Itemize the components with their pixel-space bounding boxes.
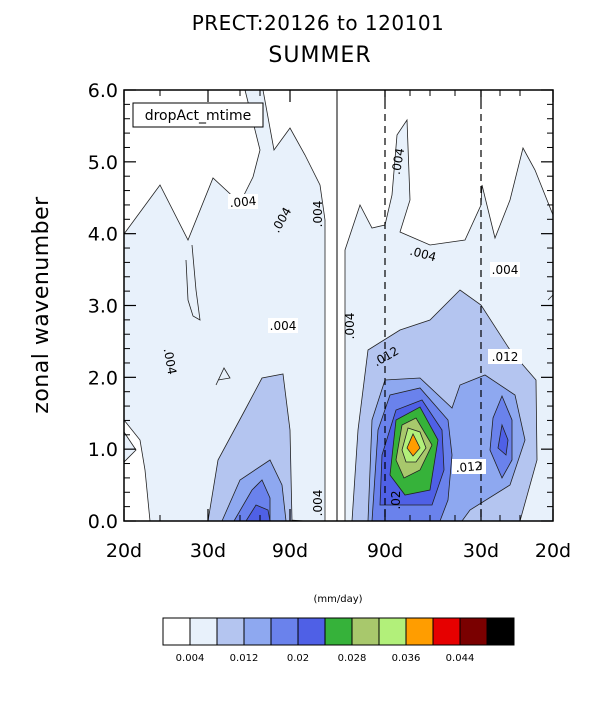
contour-fill-0036-right-b [497, 423, 509, 456]
y-tick-label: 2.0 [88, 367, 118, 389]
contour-label: .004 [229, 194, 257, 210]
x-axis: 20d 30d 90d 90d 30d 20d [106, 90, 571, 562]
colorbar-swatch [270, 617, 299, 646]
contour-label: .004 [343, 313, 357, 340]
x-tick-label: 20d [106, 540, 142, 562]
chart-title: PRECT:20126 to 120101 [192, 11, 445, 35]
contour-label: .004 [270, 319, 297, 333]
contour-label: .004 [311, 490, 325, 517]
colorbar-swatch [432, 617, 461, 646]
contour-line-extra-2 [185, 244, 201, 321]
colorbar-tick-label: 0.004 [176, 653, 205, 664]
colorbar-tick-label: 0.036 [392, 653, 421, 664]
colorbar-swatch [162, 617, 191, 646]
colorbar-swatch [324, 617, 353, 646]
contour-line-extra [215, 367, 231, 386]
colorbar: 0.004 0.012 0.02 0.028 0.036 0.044 [162, 617, 515, 664]
y-tick-label: 0.0 [88, 511, 118, 533]
y-axis-label: zonal wavenumber [29, 196, 54, 414]
colorbar-swatch [351, 617, 380, 646]
colorbar-tick-label: 0.012 [230, 653, 259, 664]
colorbar-unit-label: (mm/day) [313, 594, 362, 605]
contour-label: .012 [492, 350, 519, 364]
contour-fill-peak [406, 433, 421, 457]
contour-label: .004 [492, 263, 519, 277]
y-tick-label: 3.0 [88, 296, 118, 318]
plot-area: .004 .004 .004 .004 .004 .004 .004 .004 … [123, 89, 554, 522]
contour-label: .004 [161, 347, 179, 376]
contour-label: .012 [455, 459, 483, 475]
colorbar-tick-label: 0.02 [287, 653, 309, 664]
inset-label: dropAct_mtime [145, 108, 252, 124]
chart-subtitle: SUMMER [268, 43, 371, 68]
colorbar-swatch [378, 617, 407, 646]
contour-label: .004 [408, 244, 437, 264]
colorbar-swatch [486, 617, 515, 646]
colorbar-swatch [405, 617, 434, 646]
colorbar-tick-label: 0.044 [446, 653, 475, 664]
x-tick-label: 30d [190, 540, 226, 562]
x-tick-label: 90d [272, 540, 308, 562]
y-tick-label: 5.0 [88, 152, 118, 174]
x-tick-label: 90d [367, 540, 403, 562]
colorbar-swatch [297, 617, 326, 646]
contour-label: .004 [311, 201, 325, 228]
y-tick-label: 1.0 [88, 439, 118, 461]
inset-label-box [132, 102, 264, 128]
colorbar-swatch [459, 617, 488, 646]
colorbar-swatch [189, 617, 218, 646]
y-tick-label: 4.0 [88, 224, 118, 246]
contour-line-extra-3 [547, 294, 554, 301]
contour-fill-0004-corner-left [123, 430, 137, 463]
y-tick-label: 6.0 [88, 80, 118, 102]
y-axis: 0.0 1.0 2.0 3.0 4.0 5.0 6.0 [88, 80, 553, 533]
contour-fills [123, 89, 554, 522]
colorbar-swatch [243, 617, 272, 646]
colorbar-swatch [216, 617, 245, 646]
x-tick-label: 20d [535, 540, 571, 562]
colorbar-tick-label: 0.028 [338, 653, 367, 664]
contour-label: .02 [389, 490, 403, 509]
contour-label: .004 [389, 147, 407, 176]
x-tick-label: 30d [463, 540, 499, 562]
